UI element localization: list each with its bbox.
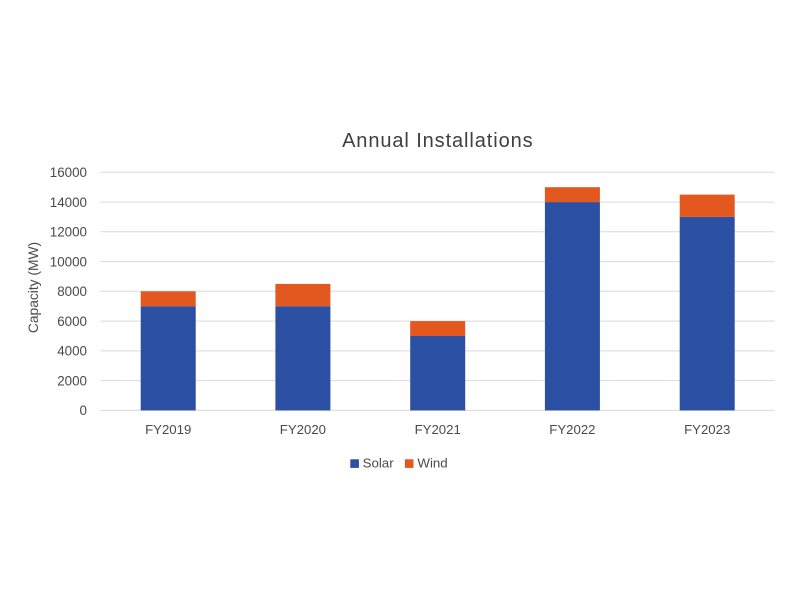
svg-text:10000: 10000	[50, 254, 87, 269]
svg-text:12000: 12000	[50, 225, 87, 240]
svg-text:Wind: Wind	[417, 456, 447, 471]
svg-text:8000: 8000	[57, 284, 87, 299]
svg-text:FY2019: FY2019	[145, 422, 191, 437]
svg-text:2000: 2000	[57, 373, 87, 388]
svg-text:FY2022: FY2022	[549, 422, 595, 437]
svg-text:Annual Installations: Annual Installations	[342, 130, 533, 152]
svg-text:4000: 4000	[57, 344, 87, 359]
svg-text:FY2023: FY2023	[684, 422, 730, 437]
svg-text:0: 0	[80, 403, 87, 418]
svg-text:14000: 14000	[50, 195, 87, 210]
svg-text:Capacity (MW): Capacity (MW)	[26, 242, 41, 333]
svg-text:16000: 16000	[50, 165, 87, 180]
svg-text:6000: 6000	[57, 314, 87, 329]
svg-text:FY2020: FY2020	[280, 422, 326, 437]
svg-text:FY2021: FY2021	[415, 422, 461, 437]
svg-text:Solar: Solar	[363, 456, 395, 471]
